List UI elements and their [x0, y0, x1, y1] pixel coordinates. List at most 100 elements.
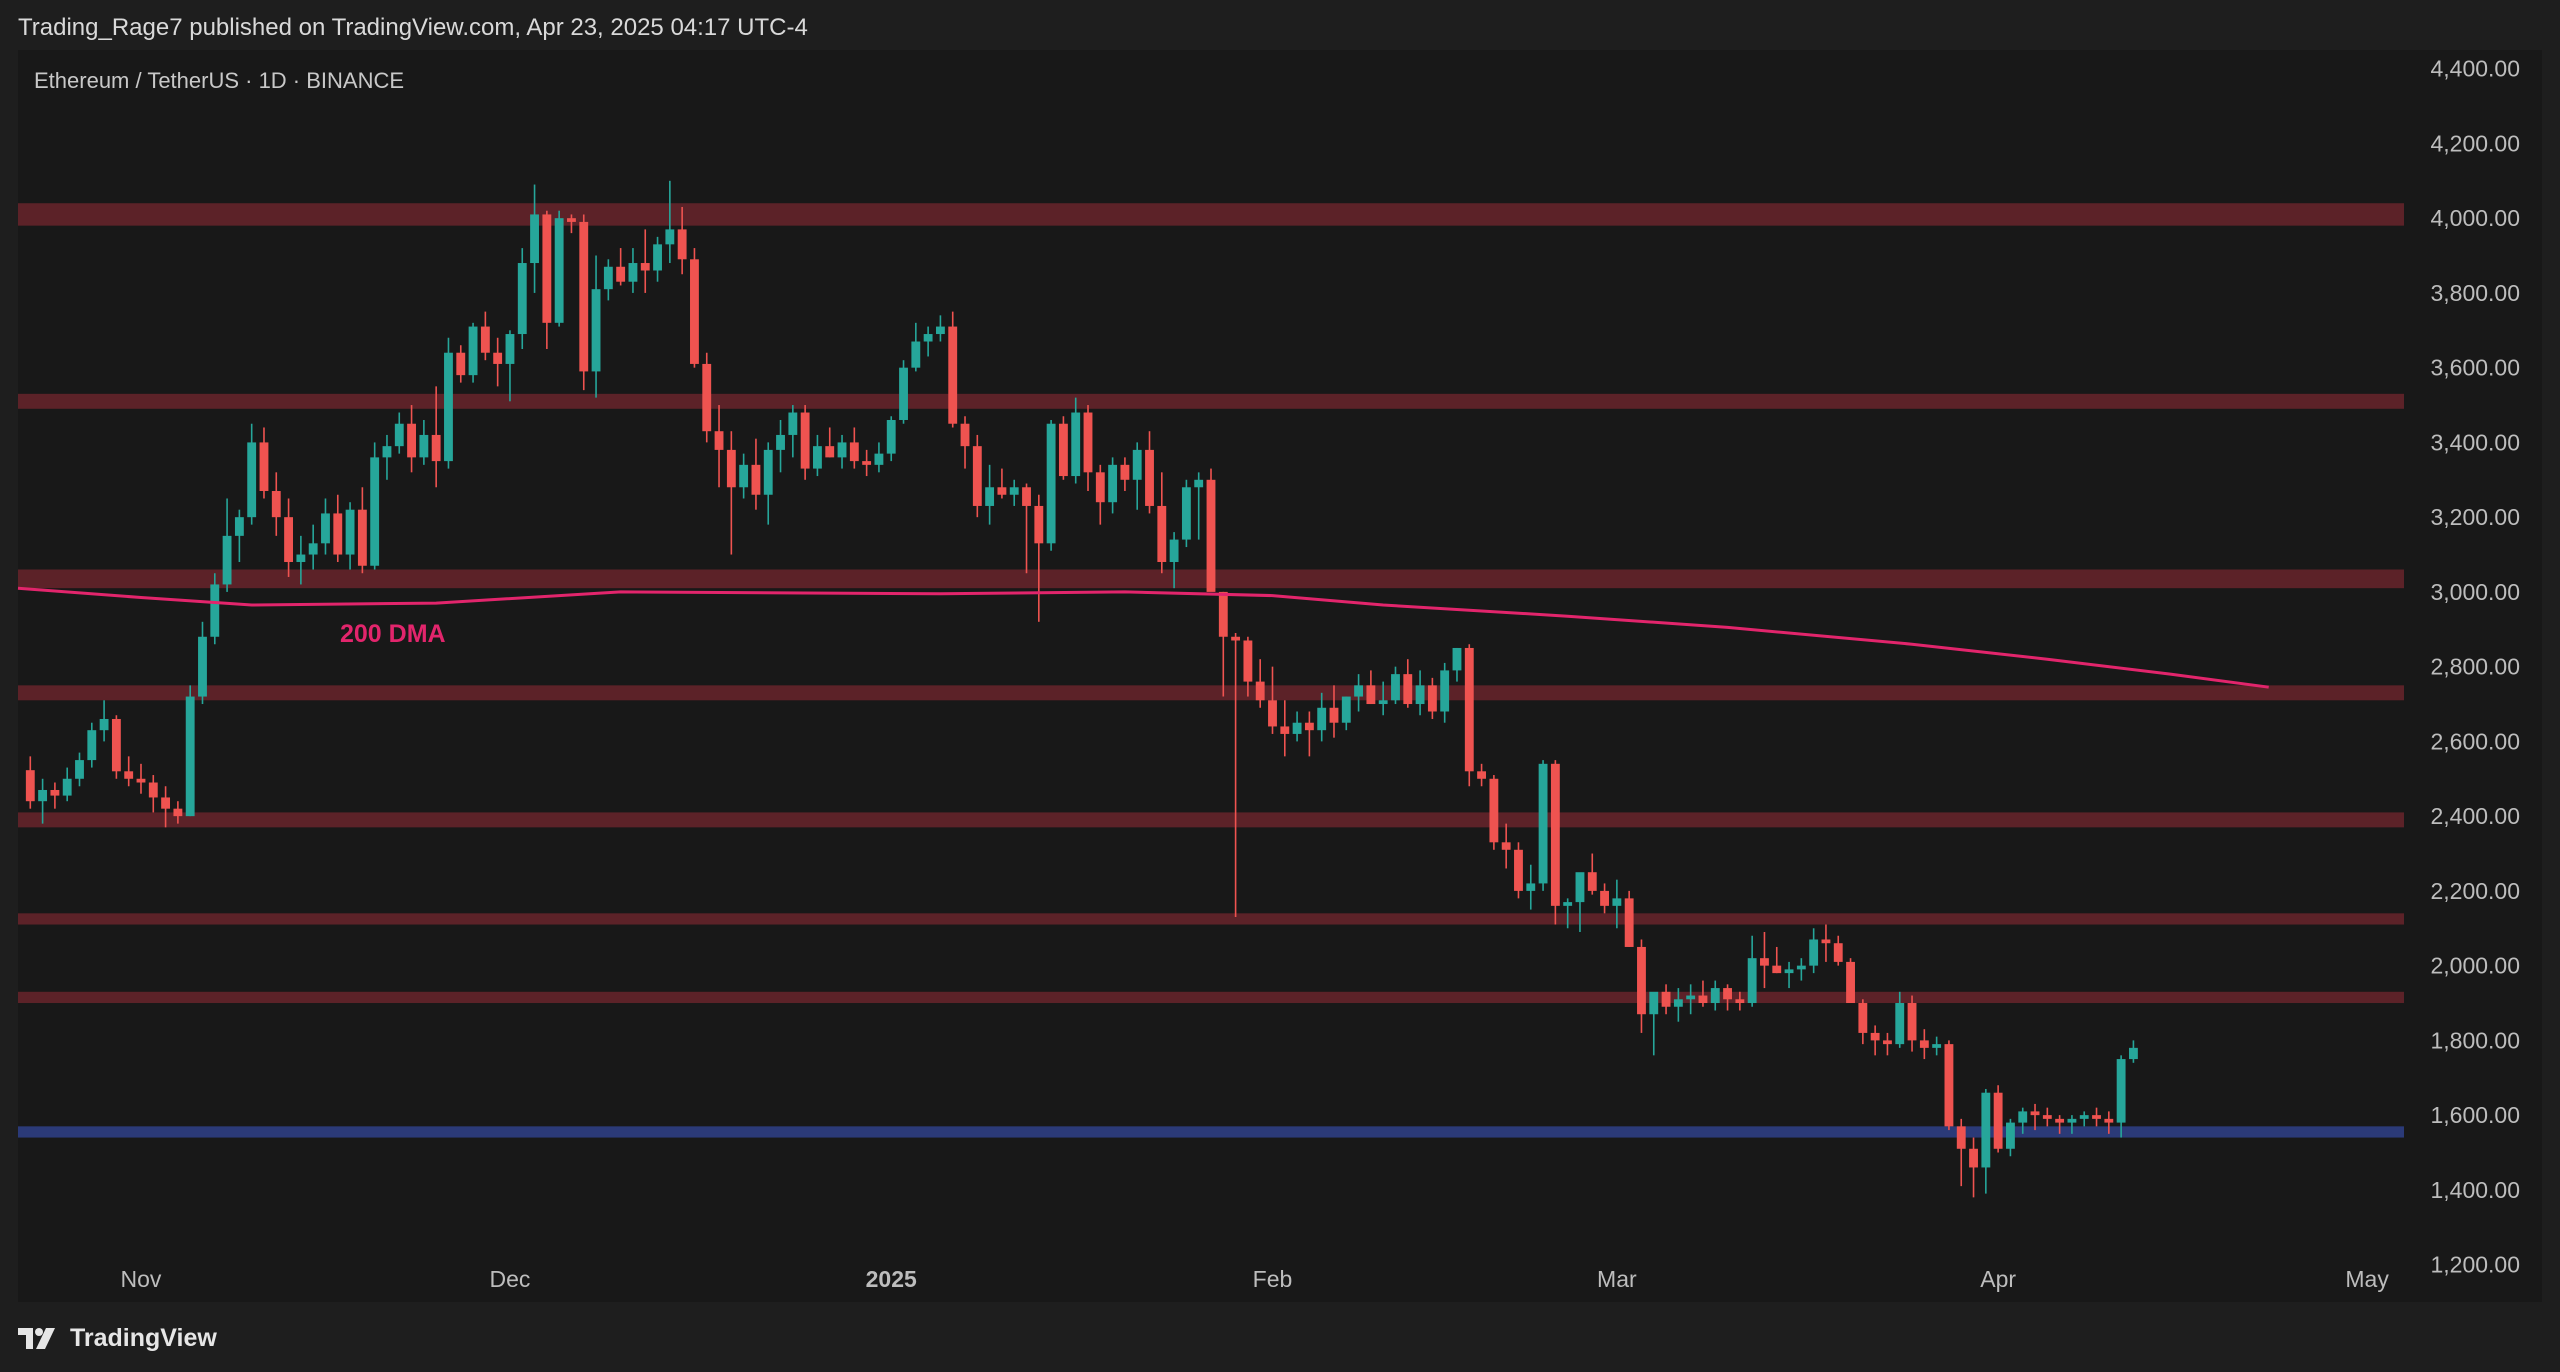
candle-body	[776, 434, 785, 450]
candle-body	[75, 760, 84, 779]
candle-body	[1108, 464, 1118, 503]
chart-frame[interactable]: 200 DMA Ethereum / TetherUS · 1D · BINAN…	[0, 48, 2560, 1308]
candle-body	[948, 326, 958, 424]
candles	[25, 180, 2138, 1198]
candle-body	[1095, 472, 1105, 503]
price-tick-label: 2,200.00	[2430, 878, 2520, 904]
candle-body	[1218, 591, 1228, 637]
candle	[1907, 995, 1917, 1052]
candle	[1440, 662, 1450, 723]
candle-body	[1919, 1040, 1929, 1048]
candle-body	[1268, 700, 1277, 727]
candle	[849, 427, 859, 469]
dma-line	[17, 586, 2269, 689]
candle	[394, 412, 404, 454]
candle	[357, 487, 367, 574]
candle	[1772, 946, 1782, 974]
candle	[370, 442, 380, 570]
candle	[431, 386, 441, 488]
candle-body	[1723, 988, 1732, 1000]
candle	[296, 535, 306, 585]
candle	[1784, 961, 1794, 989]
candle	[1009, 479, 1019, 506]
candle-body	[1944, 1044, 1954, 1127]
dma-line-group	[17, 586, 2269, 689]
candle	[739, 453, 749, 499]
candle	[75, 752, 84, 787]
candle-body	[308, 543, 318, 555]
candle-body	[419, 434, 429, 458]
candle-body	[1833, 943, 1843, 962]
candle	[1809, 928, 1819, 974]
candle	[1378, 681, 1388, 716]
price-tick-label: 1,600.00	[2430, 1102, 2520, 1128]
candle	[259, 427, 269, 499]
time-tick-label: May	[2345, 1266, 2389, 1292]
candle	[1083, 405, 1093, 492]
resistance-zone	[18, 913, 2404, 925]
chart-pane[interactable]	[18, 50, 2404, 1302]
time-tick-label: Mar	[1597, 1266, 1637, 1292]
candle-body	[2018, 1111, 2028, 1123]
candle-body	[1563, 902, 1573, 906]
candle-body	[2030, 1111, 2040, 1116]
time-tick-label: Nov	[121, 1266, 162, 1292]
price-tick-label: 2,000.00	[2430, 953, 2520, 979]
candle-body	[1612, 898, 1622, 906]
candle-body	[1747, 958, 1757, 1004]
candle	[1120, 457, 1130, 492]
candle-body	[579, 221, 589, 372]
candle-body	[124, 771, 134, 779]
candle-body	[1550, 763, 1560, 906]
candle-body	[1083, 412, 1093, 473]
candle-body	[456, 352, 466, 376]
candle	[1169, 532, 1179, 589]
candle-body	[1981, 1092, 1991, 1168]
candle	[111, 715, 121, 779]
candle-body	[1477, 771, 1487, 779]
candle	[148, 775, 158, 813]
candle-body	[911, 341, 921, 368]
candle-body	[2092, 1115, 2101, 1119]
candle-body	[2104, 1118, 2114, 1123]
candle-body	[1009, 487, 1019, 495]
candle	[1317, 692, 1327, 742]
candle	[1538, 760, 1548, 891]
tradingview-logo-icon[interactable]	[18, 1325, 60, 1351]
price-chart[interactable]: 200 DMA Ethereum / TetherUS · 1D · BINAN…	[0, 48, 2560, 1308]
candle-body	[1526, 883, 1536, 891]
candle-body	[1071, 412, 1081, 477]
candle	[813, 434, 822, 477]
candle-body	[1280, 726, 1290, 734]
candle	[50, 782, 60, 809]
candle-body	[1772, 965, 1782, 974]
time-tick-label: Feb	[1253, 1266, 1293, 1292]
candle-body	[517, 263, 527, 335]
candle	[628, 248, 638, 293]
candle-body	[1698, 995, 1708, 1004]
candle	[1280, 700, 1290, 757]
candle	[1846, 958, 1855, 1004]
price-tick-label: 4,400.00	[2430, 56, 2520, 82]
candle	[640, 229, 650, 293]
candle-body	[1391, 674, 1400, 701]
candle	[1329, 685, 1339, 738]
candle-body	[210, 584, 220, 637]
candle-body	[1427, 685, 1437, 712]
candle-body	[1661, 991, 1671, 1007]
candle-body	[714, 431, 724, 450]
candle-body	[1649, 991, 1659, 1015]
candle	[247, 423, 257, 525]
time-tick-label: Apr	[1980, 1266, 2016, 1292]
candle-body	[874, 453, 884, 465]
candle-body	[1440, 670, 1450, 712]
candle-body	[394, 423, 404, 447]
candle-body	[185, 696, 195, 817]
candle-body	[259, 442, 269, 492]
candle-body	[296, 554, 306, 563]
candle	[579, 214, 589, 391]
publisher-header: Trading_Rage7 published on TradingView.c…	[18, 14, 808, 41]
candle	[333, 494, 343, 563]
price-axis-area[interactable]	[2404, 50, 2542, 1302]
footer-brand[interactable]: TradingView	[70, 1323, 217, 1352]
